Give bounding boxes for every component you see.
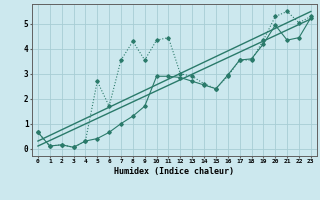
X-axis label: Humidex (Indice chaleur): Humidex (Indice chaleur) bbox=[115, 167, 234, 176]
